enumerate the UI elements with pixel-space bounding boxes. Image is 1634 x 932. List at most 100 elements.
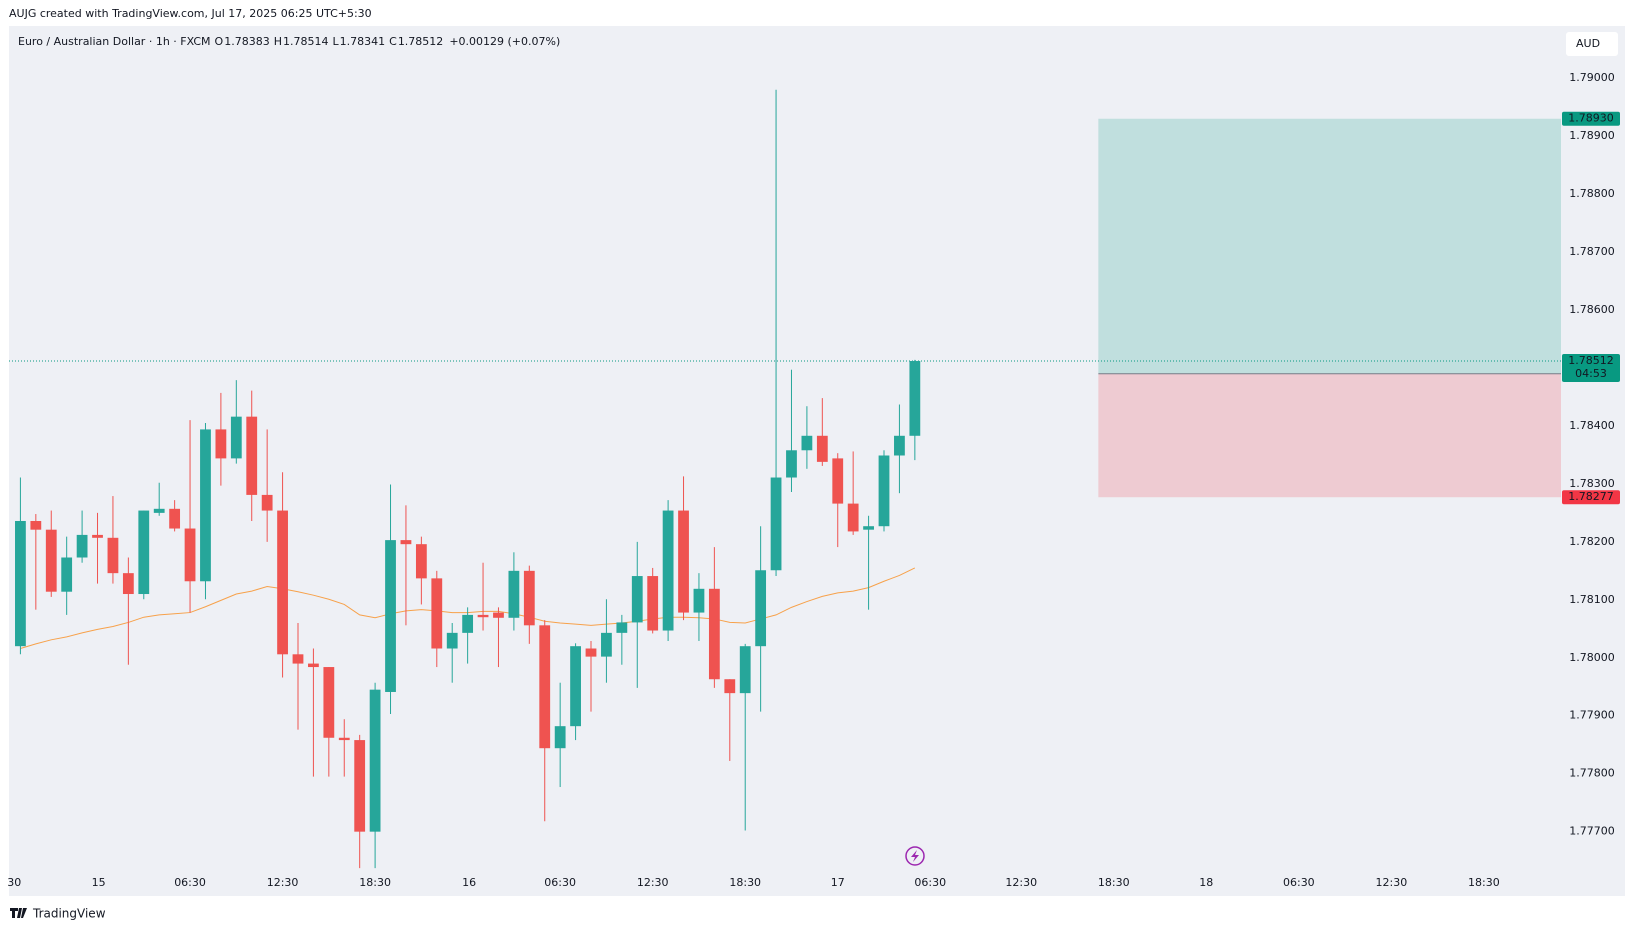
x-tick-label: 15 — [92, 876, 106, 889]
x-tick-label: 12:30 — [1376, 876, 1408, 889]
candle-body — [92, 534, 103, 538]
stop-zone — [1098, 373, 1561, 498]
candle-body — [169, 508, 181, 529]
candle-body — [616, 622, 628, 633]
legend-text: C — [389, 35, 397, 48]
x-tick-label: 06:30 — [1283, 876, 1315, 889]
y-tick-label: 1.77800 — [1569, 767, 1615, 780]
candle-body — [678, 510, 689, 613]
y-tick-label: 1.78800 — [1569, 187, 1615, 200]
lightning-icon — [905, 846, 925, 866]
price-tag-label: 1.78512 — [1568, 354, 1614, 367]
candle-body — [570, 646, 581, 727]
x-tick-label: 12:30 — [637, 876, 669, 889]
credit: AUJG created with TradingView.com, Jul 1… — [9, 7, 372, 20]
candle-body — [431, 578, 443, 649]
legend-text: +0.00129 (+0.07%) — [449, 35, 560, 48]
candle-body — [523, 570, 535, 626]
y-tick-label: 1.78900 — [1569, 129, 1615, 142]
x-tick-label: 12:30 — [267, 876, 299, 889]
y-tick-label: 1.78000 — [1569, 651, 1615, 664]
candle-body — [801, 435, 813, 451]
candle-body — [601, 632, 612, 657]
legend-text: Euro / Australian Dollar · 1h · FXCM — [18, 35, 211, 48]
candle-body — [200, 429, 211, 582]
candle-body — [308, 663, 319, 668]
x-tick-label: 06:30 — [914, 876, 946, 889]
legend-text: O — [215, 35, 224, 48]
candle-body — [462, 614, 474, 633]
candle-body — [909, 361, 921, 436]
candle-body — [878, 455, 890, 527]
candle-body — [894, 435, 905, 456]
candle-body — [15, 520, 26, 647]
x-tick-label: 18:30 — [729, 876, 761, 889]
price-tag-label: 1.78930 — [1568, 112, 1614, 125]
candle-body — [631, 576, 643, 623]
legend-text: L — [332, 35, 339, 48]
legend-text: 1.78514 — [283, 35, 329, 48]
candle-body — [724, 679, 736, 694]
candle-body — [493, 612, 504, 618]
candle-body — [446, 632, 458, 649]
target-zone — [1098, 118, 1561, 374]
candle-body — [816, 435, 828, 462]
candle-body — [76, 534, 88, 558]
candle-body — [215, 429, 227, 459]
candle-body — [708, 588, 720, 680]
y-tick-label: 1.78100 — [1569, 593, 1615, 606]
candle-body — [45, 529, 57, 592]
legend-text: 1.78341 — [340, 35, 386, 48]
x-tick-label: 17 — [831, 876, 845, 889]
legend: Euro / Australian Dollar · 1h · FXCM O 1.7… — [18, 35, 560, 48]
x-tick-label: 18:30 — [1098, 876, 1130, 889]
y-tick-label: 1.78200 — [1569, 535, 1615, 548]
y-tick-label: 1.78400 — [1569, 419, 1615, 432]
y-tick-label: 1.78700 — [1569, 245, 1615, 258]
candle-body — [107, 537, 119, 574]
price-tag — [1562, 490, 1620, 505]
brand: TradingView — [32, 907, 106, 921]
candle-body — [662, 510, 674, 631]
candle-body — [585, 648, 597, 657]
x-tick-label: 16 — [462, 876, 476, 889]
price-tag — [1562, 354, 1620, 383]
legend-text: H — [274, 35, 282, 48]
y-tick-label: 1.78300 — [1569, 477, 1615, 490]
candle-body — [277, 510, 288, 655]
candle-body — [415, 544, 427, 579]
y-tick-label: 1.77700 — [1569, 825, 1615, 838]
price-tag-label: 1.78277 — [1568, 490, 1614, 503]
candle-body — [354, 740, 366, 832]
x-tick-label: 06:30 — [544, 876, 576, 889]
candle-body — [338, 737, 350, 741]
candle-body — [184, 528, 196, 582]
candle-body — [246, 416, 258, 495]
candle-body — [539, 625, 551, 749]
candle-body — [61, 557, 73, 592]
legend-text: 1.78512 — [398, 35, 444, 48]
candle-body — [647, 576, 659, 631]
candle-body — [755, 570, 767, 647]
candle-body — [138, 510, 150, 595]
x-tick-label: 30 — [7, 876, 21, 889]
candle-body — [477, 614, 489, 618]
candle-body — [739, 646, 751, 694]
candle-body — [847, 503, 859, 532]
candle-body — [832, 458, 844, 504]
candle-body — [261, 494, 273, 511]
candle-body — [292, 654, 304, 664]
candle-body — [323, 667, 335, 738]
x-tick-label: 18:30 — [1468, 876, 1500, 889]
candle-body — [369, 689, 381, 832]
candle-body — [554, 726, 566, 749]
y-tick-label: 1.79000 — [1569, 71, 1615, 84]
x-tick-label: 12:30 — [1005, 876, 1037, 889]
candle-body — [230, 416, 242, 459]
candle-body — [385, 540, 396, 692]
x-tick-label: 18:30 — [359, 876, 391, 889]
candle-body — [122, 573, 134, 595]
x-tick-label: 18 — [1199, 876, 1213, 889]
y-tick-label: 1.78600 — [1569, 303, 1615, 316]
